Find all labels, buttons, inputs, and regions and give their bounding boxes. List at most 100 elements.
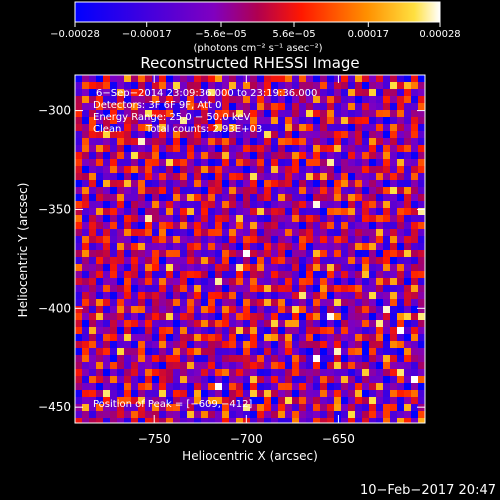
heatmap-cell [159, 187, 166, 194]
heatmap-cell [299, 306, 306, 313]
heatmap-cell [355, 222, 362, 229]
heatmap-cell [82, 376, 89, 383]
heatmap-cell [299, 201, 306, 208]
heatmap-cell [327, 103, 334, 110]
heatmap-cell [138, 124, 145, 131]
heatmap-cell [327, 341, 334, 348]
heatmap-cell [271, 306, 278, 313]
heatmap-cell [229, 271, 236, 278]
heatmap-cell [103, 96, 110, 103]
heatmap-cell [117, 173, 124, 180]
heatmap-cell [348, 124, 355, 131]
heatmap-cell [306, 404, 313, 411]
heatmap-cell [229, 278, 236, 285]
heatmap-cell [334, 96, 341, 103]
heatmap-cell [327, 194, 334, 201]
heatmap-cell [96, 138, 103, 145]
heatmap-cell [327, 271, 334, 278]
heatmap-cell [166, 285, 173, 292]
heatmap-cell [82, 271, 89, 278]
heatmap-cell [194, 383, 201, 390]
heatmap-cell [124, 194, 131, 201]
heatmap-cell [131, 369, 138, 376]
heatmap-cell [404, 292, 411, 299]
heatmap-cell [250, 292, 257, 299]
heatmap-cell [355, 138, 362, 145]
heatmap-cell [187, 222, 194, 229]
heatmap-cell [131, 418, 138, 423]
heatmap-cell [229, 159, 236, 166]
heatmap-cell [75, 285, 82, 292]
heatmap-cell [285, 201, 292, 208]
heatmap-cell [257, 278, 264, 285]
heatmap-cell [292, 299, 299, 306]
heatmap-cell [138, 180, 145, 187]
heatmap-cell [257, 96, 264, 103]
heatmap-cell [187, 334, 194, 341]
heatmap-cell [75, 418, 82, 423]
heatmap-cell [306, 397, 313, 404]
heatmap-cell [404, 117, 411, 124]
heatmap-cell [383, 103, 390, 110]
heatmap-cell [411, 397, 418, 404]
heatmap-cell [236, 75, 243, 82]
heatmap-cell [159, 229, 166, 236]
heatmap-cell [334, 271, 341, 278]
heatmap-cell [327, 110, 334, 117]
heatmap-cell [201, 341, 208, 348]
heatmap-cell [89, 201, 96, 208]
heatmap-cell [404, 404, 411, 411]
heatmap-cell [131, 348, 138, 355]
heatmap-cell [418, 383, 425, 390]
heatmap-cell [236, 306, 243, 313]
heatmap-cell [96, 271, 103, 278]
heatmap-cell [124, 327, 131, 334]
heatmap-cell [201, 362, 208, 369]
heatmap-cell [166, 145, 173, 152]
heatmap-cell [278, 404, 285, 411]
heatmap-cell [313, 404, 320, 411]
heatmap-cell [390, 145, 397, 152]
heatmap-cell [145, 82, 152, 89]
heatmap-cell [117, 257, 124, 264]
heatmap-cell [355, 411, 362, 418]
heatmap-cell [278, 194, 285, 201]
heatmap-cell [138, 236, 145, 243]
heatmap-cell [243, 187, 250, 194]
heatmap-cell [362, 320, 369, 327]
heatmap-cell [306, 299, 313, 306]
heatmap-cell [166, 397, 173, 404]
heatmap-cell [96, 131, 103, 138]
heatmap-cell [257, 404, 264, 411]
heatmap-cell [264, 82, 271, 89]
heatmap-cell [96, 145, 103, 152]
heatmap-cell [89, 152, 96, 159]
heatmap-cell [404, 327, 411, 334]
heatmap-cell [404, 215, 411, 222]
heatmap-cell [285, 173, 292, 180]
heatmap-cell [222, 299, 229, 306]
heatmap-cell [334, 236, 341, 243]
heatmap-cell [334, 278, 341, 285]
heatmap-cell [250, 369, 257, 376]
heatmap-cell [390, 194, 397, 201]
heatmap-cell [327, 264, 334, 271]
heatmap-cell [110, 222, 117, 229]
heatmap-cell [229, 194, 236, 201]
heatmap-cell [159, 292, 166, 299]
heatmap-cell [376, 75, 383, 82]
heatmap-cell [110, 243, 117, 250]
heatmap-cell [341, 320, 348, 327]
heatmap-cell [152, 264, 159, 271]
heatmap-cell [89, 334, 96, 341]
heatmap-cell [117, 390, 124, 397]
heatmap-cell [320, 264, 327, 271]
heatmap-cell [236, 180, 243, 187]
heatmap-cell [348, 82, 355, 89]
heatmap-cell [257, 257, 264, 264]
heatmap-cell [173, 103, 180, 110]
heatmap-cell [264, 369, 271, 376]
heatmap-cell [138, 292, 145, 299]
heatmap-cell [418, 166, 425, 173]
heatmap-cell [271, 327, 278, 334]
